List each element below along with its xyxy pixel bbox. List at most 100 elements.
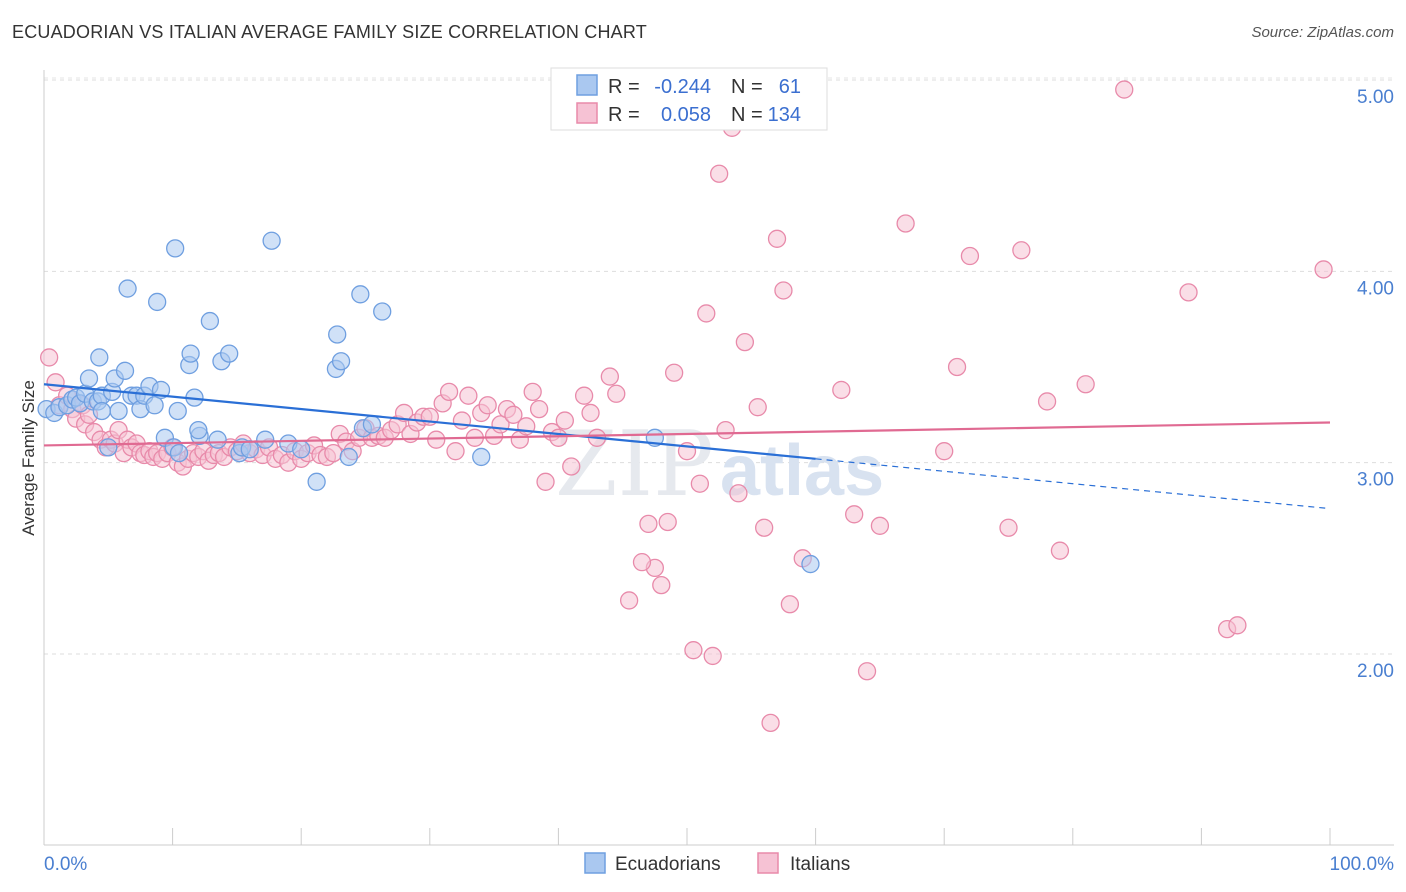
legend-box: R = -0.244 N = 61 R = 0.058 N = 134: [550, 67, 828, 131]
italians-point: [536, 472, 555, 491]
italians-trend-line: [43, 421, 1331, 447]
ecuadorians-point: [109, 401, 128, 421]
italians-point: [1037, 392, 1057, 411]
ecuadorians-point: [220, 344, 239, 363]
ecuadorians-point: [801, 554, 820, 574]
ecuadorians-point: [307, 472, 326, 491]
ecuadorians-point: [262, 231, 281, 250]
legend-r-value-2: 0.058: [661, 104, 711, 126]
bottom-legend-label-italians: Italians: [790, 854, 850, 875]
italians-point: [439, 382, 459, 402]
ecuadorians-point: [118, 279, 137, 298]
italians-point: [664, 363, 684, 382]
ecuadorians-point: [208, 430, 227, 449]
italians-point: [960, 246, 980, 266]
italians-point: [1115, 80, 1134, 99]
ecuadorians-point: [99, 438, 118, 457]
italians-point: [870, 516, 890, 535]
legend-n-value-2: 134: [768, 104, 801, 126]
ecuadorians-point: [331, 352, 351, 371]
trend-lines: [43, 383, 1331, 510]
italians-point: [684, 641, 703, 660]
italians-point: [761, 713, 780, 733]
ecuadorians-point: [292, 440, 311, 459]
ecuadorians-point: [362, 415, 382, 434]
italians-point: [549, 428, 568, 447]
ecuadorians-point: [145, 396, 164, 415]
ecuadorians-point: [328, 325, 347, 344]
ecuadorians-points: [37, 231, 820, 574]
italians-point: [1179, 283, 1198, 302]
legend-n-value-1: 61: [779, 76, 801, 98]
italians-point: [639, 514, 658, 534]
italians-point: [755, 518, 774, 537]
italians-point: [1228, 616, 1247, 635]
italians-point: [780, 595, 800, 614]
italians-point: [1012, 241, 1031, 260]
chart-title: ECUADORIAN VS ITALIAN AVERAGE FAMILY SIZ…: [12, 22, 647, 42]
italians-point: [690, 474, 710, 493]
italians-point: [935, 442, 954, 461]
ecuadorians-point: [189, 420, 208, 440]
grid-lines: [44, 77, 1394, 655]
ecuadorians-point: [79, 369, 99, 388]
italians-point: [529, 399, 549, 419]
y-tick-label: 2.00: [1357, 661, 1394, 682]
ecuadorians-point: [166, 239, 185, 258]
ecuadorians-point: [115, 361, 135, 380]
watermark: ZIP atlas: [555, 412, 884, 517]
italians-point: [452, 411, 472, 430]
legend-r-value-1: -0.244: [654, 76, 711, 98]
italians-point: [459, 386, 478, 405]
ecuadorians-point: [148, 292, 167, 312]
italians-point: [523, 382, 542, 402]
legend-swatch-italians: [576, 102, 598, 124]
italians-point: [446, 442, 465, 461]
italians-point: [845, 505, 864, 524]
x-tick-label-max: 100.0%: [1330, 854, 1395, 875]
italians-point: [619, 591, 639, 610]
italians-point: [600, 367, 619, 386]
italians-point: [716, 420, 735, 440]
watermark-atlas: atlas: [720, 431, 884, 511]
ecuadorians-point: [472, 447, 491, 467]
italians-point: [710, 164, 729, 183]
ecuadorians-point: [373, 302, 392, 321]
y-tick-label: 4.00: [1357, 278, 1394, 299]
y-axis-label: Average Family Size: [19, 380, 38, 536]
ecuadorians-point: [92, 401, 112, 421]
italians-point: [703, 646, 722, 666]
italians-point: [427, 430, 446, 449]
ecuadorians-point: [181, 344, 200, 363]
italians-point: [774, 281, 793, 300]
italians-point: [574, 386, 594, 405]
italians-point: [504, 405, 523, 424]
italians-point: [632, 553, 652, 572]
ecuadorians-point: [256, 430, 275, 449]
ecuadorians-point: [240, 440, 259, 459]
legend-r-label-2: R =: [608, 104, 640, 126]
italians-point: [1076, 375, 1095, 394]
ecuadorians-point: [168, 401, 187, 421]
italians-point: [1314, 260, 1333, 279]
ecuadorians-point: [351, 285, 370, 304]
ecuadorians-point: [200, 311, 220, 331]
italians-points: [39, 80, 1333, 733]
y-tick-label: 5.00: [1357, 87, 1394, 108]
italians-point: [999, 518, 1018, 537]
legend-swatch-ecuadorians: [576, 74, 598, 96]
italians-point: [652, 575, 671, 595]
italians-point: [767, 229, 787, 248]
ecuadorians-point: [169, 443, 189, 463]
y-tick-label: 3.00: [1357, 470, 1394, 491]
italians-point: [857, 662, 877, 681]
y-tick-labels: 2.00 3.00 4.00 5.00: [1357, 87, 1394, 682]
ecuadorians-trend-extension: [815, 458, 1331, 510]
italians-point: [748, 398, 767, 417]
italians-point: [658, 512, 677, 532]
italians-point: [735, 332, 755, 352]
watermark-zip: ZIP: [555, 412, 714, 517]
italians-point: [729, 484, 748, 503]
italians-point: [562, 457, 581, 476]
